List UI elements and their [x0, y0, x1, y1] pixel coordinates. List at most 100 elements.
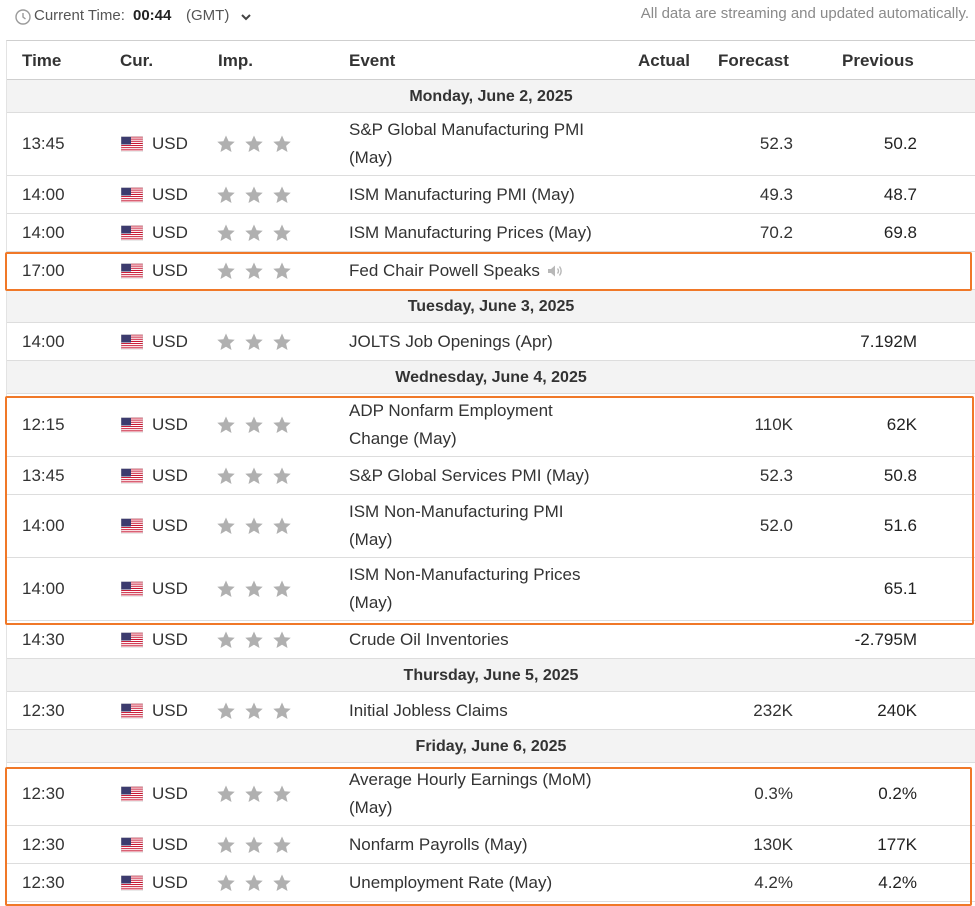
col-header-time: Time	[22, 51, 62, 70]
event-name[interactable]: Nonfarm Payrolls (May)	[349, 831, 629, 859]
day-separator: Wednesday, June 4, 2025	[7, 361, 975, 394]
event-currency: USD	[152, 415, 188, 434]
event-time: 13:45	[22, 134, 65, 153]
us-flag-icon	[120, 467, 144, 484]
star-icon	[273, 333, 291, 350]
event-name-line2: (May)	[349, 530, 393, 549]
star-icon	[245, 224, 263, 241]
star-icon	[245, 517, 263, 534]
star-icon	[217, 631, 235, 648]
star-icon	[273, 836, 291, 853]
event-forecast: 52.3	[759, 465, 793, 485]
table-row[interactable]: 13:45 USD S&P Global Services PMI (May) 52.…	[7, 457, 975, 495]
event-name[interactable]: Fed Chair Powell Speaks	[349, 257, 629, 285]
event-name[interactable]: ISM Manufacturing PMI (May)	[349, 181, 629, 209]
event-currency: USD	[152, 331, 188, 351]
us-flag-icon	[120, 836, 144, 853]
event-name[interactable]: S&P Global Manufacturing PMI (May)	[349, 116, 629, 172]
col-header-importance: Imp.	[218, 51, 253, 70]
importance-stars	[216, 332, 296, 352]
star-icon	[217, 702, 235, 719]
star-icon	[217, 135, 235, 152]
us-flag-icon	[120, 333, 144, 350]
event-previous: 51.6	[883, 516, 917, 535]
event-time: 12:30	[22, 784, 65, 803]
col-header-forecast: Forecast	[718, 51, 789, 70]
event-name-line1: ISM Non-Manufacturing Prices	[349, 565, 581, 584]
event-name[interactable]: ISM Non-Manufacturing PMI (May)	[349, 498, 629, 554]
event-name-line1: S&P Global Services PMI (May)	[349, 465, 590, 485]
event-name-line1: S&P Global Manufacturing PMI	[349, 120, 584, 139]
us-flag-icon	[120, 262, 144, 279]
importance-stars	[216, 134, 296, 154]
top-bar: Current Time: 00:44 (GMT) All data are s…	[0, 0, 975, 36]
event-time: 14:30	[22, 629, 65, 649]
event-forecast: 52.3	[759, 134, 793, 153]
table-row[interactable]: 14:00 USD ISM Non-Manufacturing PMI (May) 52…	[7, 495, 975, 558]
table-row[interactable]: 14:30 USD Crude Oil Inventories -2.795M	[7, 621, 975, 659]
us-flag-icon	[120, 224, 144, 241]
table-row[interactable]: 12:15 USD ADP Nonfarm Employment Change (Ma…	[7, 394, 975, 457]
event-name-line2: (May)	[349, 148, 393, 167]
economic-calendar-table: Time Cur. Imp. Event Actual Forecast Pre…	[6, 40, 975, 902]
event-name[interactable]: ADP Nonfarm Employment Change (May)	[349, 397, 629, 453]
star-icon	[245, 836, 263, 853]
table-row[interactable]: 12:30 USD Nonfarm Payrolls (May) 130K 177K	[7, 826, 975, 864]
event-name[interactable]: Average Hourly Earnings (MoM) (May)	[349, 766, 629, 822]
day-label: Tuesday, June 3, 2025	[407, 298, 575, 315]
event-time: 12:30	[22, 872, 65, 892]
event-forecast: 130K	[753, 834, 793, 854]
star-icon	[273, 631, 291, 648]
event-name[interactable]: Crude Oil Inventories	[349, 626, 629, 654]
table-row[interactable]: 14:00 USD ISM Manufacturing PMI (May) 49.3 4…	[7, 176, 975, 214]
star-icon	[217, 224, 235, 241]
event-name[interactable]: S&P Global Services PMI (May)	[349, 462, 629, 490]
event-previous: 177K	[877, 834, 917, 854]
event-previous: 4.2%	[878, 872, 917, 892]
star-icon	[217, 416, 235, 433]
event-time: 12:30	[22, 700, 65, 720]
event-previous: -2.795M	[854, 629, 917, 649]
table-row[interactable]: 14:00 USD ISM Non-Manufacturing Prices (May…	[7, 558, 975, 621]
table-row[interactable]: 12:30 USD Initial Jobless Claims 232K 240K	[7, 692, 975, 730]
importance-stars	[216, 223, 296, 243]
event-previous: 7.192M	[860, 331, 917, 351]
importance-stars	[216, 516, 296, 536]
speaker-icon[interactable]	[546, 263, 564, 279]
star-icon	[273, 517, 291, 534]
event-currency: USD	[152, 516, 188, 535]
event-forecast: 4.2%	[754, 872, 793, 892]
col-header-actual: Actual	[638, 51, 690, 70]
current-time-value: 00:44	[133, 7, 172, 24]
event-name[interactable]: ISM Non-Manufacturing Prices (May)	[349, 561, 629, 617]
event-name[interactable]: Unemployment Rate (May)	[349, 869, 629, 897]
table-row[interactable]: 14:00 USD ISM Manufacturing Prices (May) 70…	[7, 214, 975, 252]
event-currency: USD	[152, 700, 188, 720]
us-flag-icon	[120, 186, 144, 203]
event-previous: 69.8	[883, 222, 917, 242]
table-row[interactable]: 12:30 USD Unemployment Rate (May) 4.2% 4.2%	[7, 864, 975, 902]
timezone-selector[interactable]: (GMT)	[186, 7, 230, 24]
table-row[interactable]: 13:45 USD S&P Global Manufacturing PMI (May…	[7, 113, 975, 176]
us-flag-icon	[120, 702, 144, 719]
event-previous: 65.1	[883, 579, 917, 598]
event-currency: USD	[152, 834, 188, 854]
us-flag-icon	[120, 874, 144, 891]
star-icon	[273, 186, 291, 203]
event-previous: 0.2%	[878, 784, 917, 803]
star-icon	[273, 135, 291, 152]
importance-stars	[216, 835, 296, 855]
table-row[interactable]: 14:00 USD JOLTS Job Openings (Apr) 7.192M	[7, 323, 975, 361]
star-icon	[217, 333, 235, 350]
col-header-event: Event	[349, 51, 396, 70]
us-flag-icon	[120, 518, 144, 534]
table-row[interactable]: 12:30 USD Average Hourly Earnings (MoM) (Ma…	[7, 763, 975, 826]
chevron-down-icon[interactable]	[240, 12, 252, 22]
event-name[interactable]: Initial Jobless Claims	[349, 697, 629, 725]
us-flag-icon	[120, 136, 144, 152]
us-flag-icon	[120, 417, 144, 433]
event-name[interactable]: JOLTS Job Openings (Apr)	[349, 328, 629, 356]
table-row[interactable]: 17:00 USD Fed Chair Powell Speaks	[7, 252, 975, 290]
us-flag-icon	[120, 786, 144, 802]
event-name[interactable]: ISM Manufacturing Prices (May)	[349, 219, 629, 247]
